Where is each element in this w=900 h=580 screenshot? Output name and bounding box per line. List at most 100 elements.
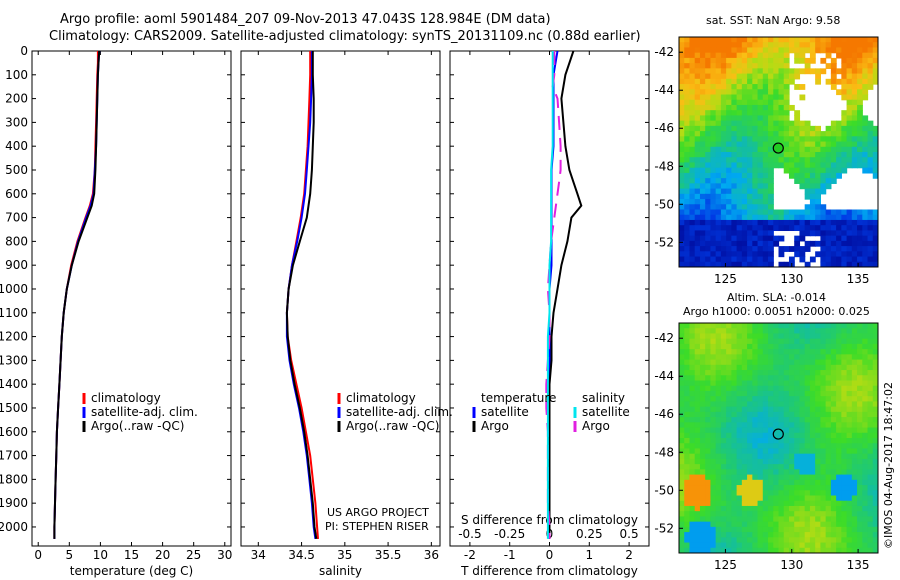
map-cell — [825, 396, 832, 403]
map-cell — [867, 417, 874, 423]
map-cell — [710, 401, 717, 408]
map-cell — [830, 505, 837, 512]
map-cell — [741, 136, 748, 143]
map-cell — [741, 511, 748, 518]
map-cell — [726, 115, 732, 122]
map-cell — [705, 406, 712, 413]
map-cell — [741, 125, 748, 132]
map-cell — [815, 396, 821, 403]
map-cell — [757, 261, 764, 267]
map-cell — [679, 157, 685, 164]
map-cell — [679, 141, 685, 148]
map-cell — [809, 323, 816, 329]
map-cell — [684, 178, 691, 184]
map-cell — [809, 193, 816, 200]
map-cell — [684, 505, 691, 512]
map-cell — [689, 37, 696, 43]
map-cell — [762, 136, 769, 143]
map-cell — [679, 370, 685, 376]
map-cell — [794, 251, 801, 258]
map-cell — [752, 104, 759, 111]
map-cell — [794, 500, 801, 507]
map-cell — [689, 52, 696, 59]
map-cell — [825, 183, 832, 190]
map-cell — [752, 485, 759, 491]
map-cell — [768, 214, 774, 221]
map-cell — [689, 125, 696, 132]
map-cell — [851, 469, 858, 476]
map-cell — [872, 251, 878, 258]
map-cell — [741, 141, 748, 148]
map-cell — [809, 338, 816, 345]
map-cell — [841, 427, 848, 434]
map-cell — [820, 438, 827, 444]
map-cell — [731, 328, 738, 335]
map-cell — [684, 516, 691, 523]
map-cell — [841, 385, 848, 392]
map-cell — [799, 131, 806, 137]
map-cell — [778, 57, 785, 64]
map-cell — [830, 162, 837, 169]
map-cell — [799, 537, 806, 544]
map-cell — [747, 516, 753, 523]
map-cell — [694, 469, 701, 476]
map-cell — [820, 131, 827, 137]
map-cell — [710, 219, 717, 226]
map-cell — [804, 500, 811, 507]
map-cell — [836, 47, 842, 54]
map-cell — [731, 438, 738, 444]
map-cell — [825, 406, 832, 413]
map-cell — [825, 230, 832, 237]
map-cell — [851, 490, 858, 497]
map-cell — [825, 505, 832, 512]
map-cell — [778, 370, 785, 376]
map-cell — [762, 214, 769, 221]
map-cell — [757, 542, 764, 549]
map-cell — [830, 406, 837, 413]
map-cell — [757, 349, 764, 355]
map-cell — [867, 68, 874, 75]
map-cell — [773, 120, 780, 127]
map-cell — [820, 401, 827, 408]
map-cell — [851, 443, 858, 450]
map-cell — [778, 479, 785, 486]
map-cell — [846, 57, 853, 64]
map-cell — [773, 52, 780, 59]
map-cell — [794, 453, 801, 460]
map-cell — [731, 99, 738, 106]
map-cell — [788, 354, 795, 361]
map-cell — [872, 490, 878, 497]
map-cell — [747, 141, 753, 148]
map-cell — [694, 152, 701, 158]
depth-tick-label: 400 — [5, 139, 28, 153]
map-cell — [689, 359, 696, 366]
sla-map-title-line2: Argo h1000: 0.0051 h2000: 0.025 — [683, 305, 870, 318]
map-cell — [783, 364, 790, 371]
map-cell — [736, 537, 743, 544]
map-cell — [867, 42, 874, 49]
x-tick-label: 2 — [625, 548, 633, 562]
map-cell — [804, 146, 811, 153]
map-cell — [736, 396, 743, 403]
map-cell — [689, 235, 696, 242]
map-cell — [699, 178, 706, 184]
map-cell — [778, 115, 785, 122]
map-cell — [710, 209, 717, 216]
map-cell — [788, 542, 795, 549]
map-cell — [762, 516, 769, 523]
map-cell — [726, 141, 732, 148]
map-cell — [809, 453, 816, 460]
map-cell — [762, 146, 769, 153]
map-cell — [699, 167, 706, 174]
map-cell — [830, 235, 837, 242]
map-cell — [741, 209, 748, 216]
map-cell — [857, 162, 863, 169]
map-cell — [836, 443, 842, 450]
map-cell — [851, 417, 858, 423]
map-cell — [689, 120, 696, 127]
map-cell — [747, 328, 753, 335]
map-cell — [762, 52, 769, 59]
map-cell — [872, 338, 878, 345]
map-cell — [757, 52, 764, 59]
map-cell — [757, 120, 764, 127]
